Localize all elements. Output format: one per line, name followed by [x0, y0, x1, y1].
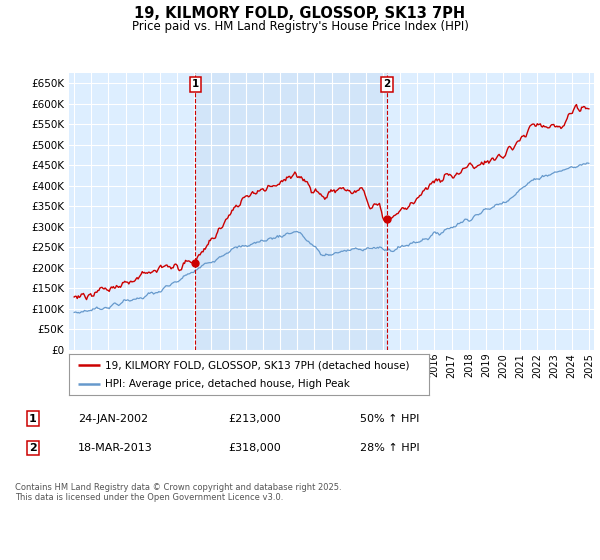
Text: £213,000: £213,000	[228, 414, 281, 424]
Text: 18-MAR-2013: 18-MAR-2013	[78, 443, 153, 453]
Text: 2: 2	[383, 80, 391, 90]
Text: £318,000: £318,000	[228, 443, 281, 453]
Text: 19, KILMORY FOLD, GLOSSOP, SK13 7PH: 19, KILMORY FOLD, GLOSSOP, SK13 7PH	[134, 7, 466, 21]
Text: 2: 2	[29, 443, 37, 453]
Bar	[196, 73, 387, 350]
Text: 1: 1	[29, 414, 37, 424]
Text: 50% ↑ HPI: 50% ↑ HPI	[360, 414, 419, 424]
Text: 24-JAN-2002: 24-JAN-2002	[78, 414, 148, 424]
Text: HPI: Average price, detached house, High Peak: HPI: Average price, detached house, High…	[105, 379, 350, 389]
Text: Price paid vs. HM Land Registry's House Price Index (HPI): Price paid vs. HM Land Registry's House …	[131, 20, 469, 33]
Text: Contains HM Land Registry data © Crown copyright and database right 2025.
This d: Contains HM Land Registry data © Crown c…	[15, 483, 341, 502]
Text: 1: 1	[192, 80, 199, 90]
Text: 19, KILMORY FOLD, GLOSSOP, SK13 7PH (detached house): 19, KILMORY FOLD, GLOSSOP, SK13 7PH (det…	[105, 361, 409, 370]
Text: 28% ↑ HPI: 28% ↑ HPI	[360, 443, 419, 453]
